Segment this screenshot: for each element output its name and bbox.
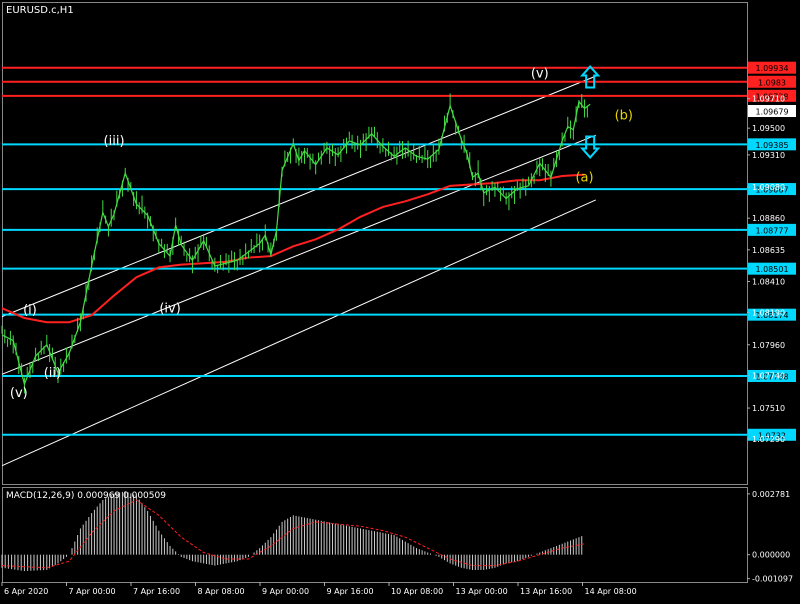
time-tick-label: 13 Apr 00:00 [456,587,508,596]
level-label-8: 1.08174 [755,311,788,320]
macd-signal-line [1,499,585,569]
macd-tick-label: 0.002781 [752,490,790,499]
channel-lines [1,75,596,467]
channel-line-3 [1,199,596,467]
level-tag-3 [748,89,796,102]
macd-title: MACD(12,26,9) 0.000969 0.000509 [6,491,166,501]
level-label-9: 1.07738 [755,372,788,381]
price-tick-label: 1.07960 [752,341,785,350]
moving-average-line [1,173,585,324]
wave-label-1: (v) [10,386,28,401]
level-label-6: 1.08777 [755,226,788,235]
time-tick-label: 7 Apr 16:00 [133,587,180,596]
moving-average [1,173,585,324]
time-tick-label: 10 Apr 08:00 [391,587,443,596]
wave-label-4: (iii) [104,134,125,149]
main-pane-border [2,2,748,485]
level-tag-7 [748,262,796,275]
price-tick-label: 1.08190 [752,308,785,317]
price-tick-label: 1.09500 [752,124,785,133]
level-tag-6 [748,223,796,236]
time-tick-label: 7 Apr 00:00 [69,587,116,596]
time-tick-label: 8 Apr 08:00 [198,587,245,596]
level-label-4: 1.09385 [755,141,788,150]
chart-symbol-title: EURUSD.c,H1 [6,5,74,16]
price-tick-label: 1.09080 [752,183,785,192]
time-tick-label: 14 Apr 08:00 [585,587,637,596]
price-tick-label: 1.09710 [752,95,785,104]
macd-tick-label: 0.000000 [752,551,790,560]
price-tick-label: 1.07740 [752,372,785,381]
price-tick-label: 1.08635 [752,246,785,255]
macd-pane-border [2,487,748,583]
arrows [579,65,601,159]
time-tick-label: 6 Apr 2020 [4,587,48,596]
wave-label-2: (i) [23,303,37,318]
price-tick-label: 1.08410 [752,277,785,286]
time-tick-label: 9 Apr 16:00 [327,587,374,596]
horizontal-levels: 1.0983 1.09934 1.09728 1.09385 1.09067 1.0877… [2,61,796,441]
wave-label-7: (b) [615,109,633,124]
level-label-3: 1.09728 [755,92,788,101]
price-line [1,100,591,387]
price-tick-label: 1.07290 [752,435,785,444]
wave-label-8: (a) [575,171,593,186]
price-tick-label: 1.09310 [752,151,785,160]
current-price-tag [748,104,796,117]
arrow-down-icon [579,135,601,159]
level-label-10: 1.0732 [758,431,786,440]
macd-tick-label: -0.001097 [752,575,793,584]
time-tick-label: 9 Apr 00:00 [262,587,309,596]
wave-labels: (v) (i) (ii) (iii) (iv) (v) (b) (a) [10,67,633,401]
wave-label-6: (v) [531,67,549,82]
level-tag-8 [748,308,796,321]
price-tick-label: 1.08860 [752,214,785,223]
level-label-7: 1.08501 [755,265,788,274]
current-price-label: 1.09679 [755,107,788,116]
wave-label-3: (ii) [44,366,61,381]
channel-line-2 [1,134,596,375]
level-label-5: 1.09067 [755,186,788,195]
time-axis: 6 Apr 2020 7 Apr 00:00 7 Apr 16:00 8 Apr 08… [1,582,637,596]
level-label-1: 1.0983 [758,78,786,87]
price-tick-label: 1.07510 [752,404,785,413]
wave-label-5: (iv) [159,301,180,316]
price-series [1,93,591,394]
level-tag-2 [748,61,796,74]
level-label-2: 1.09934 [755,64,788,73]
level-tag-4 [748,138,796,151]
time-tick-label: 13 Apr 16:00 [520,587,572,596]
level-tag-9 [748,369,796,382]
arrow-up-icon [579,65,601,89]
price-axis: 1.09710 1.09500 1.09310 1.09080 1.08860 1.086… [747,95,796,444]
level-tag-1 [748,75,796,88]
level-tag-10 [748,428,796,441]
macd-pane: 0.002781 0.000000 -0.001097 [1,490,793,584]
level-tag-5 [748,183,796,196]
channel-line-1 [1,75,596,318]
